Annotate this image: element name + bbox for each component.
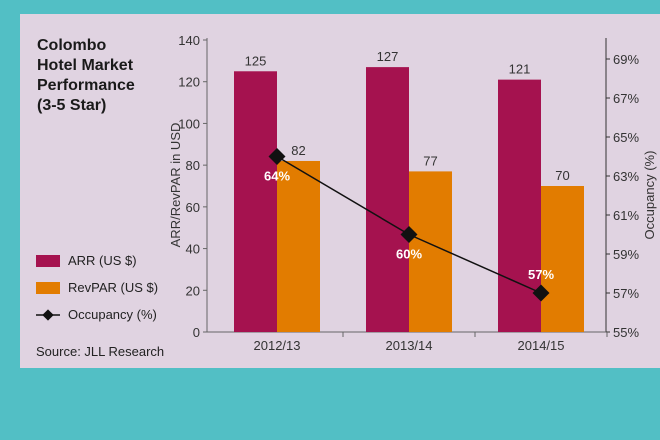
- revpar-swatch: [36, 281, 60, 294]
- y-axis-title: ARR/RevPAR in USD: [168, 123, 183, 248]
- occupancy-marker: [400, 226, 418, 243]
- arr-value-label: 125: [245, 53, 267, 68]
- y2-tick-label: 57%: [613, 286, 639, 301]
- y2-tick-label: 65%: [613, 130, 639, 145]
- y2-tick-label: 55%: [613, 325, 639, 340]
- y2-tick-label: 67%: [613, 91, 639, 106]
- occupancy-marker: [532, 284, 550, 302]
- y2-tick-label: 61%: [613, 208, 639, 223]
- legend-revpar-label: RevPAR (US $): [68, 280, 159, 295]
- occupancy-value-label: 57%: [528, 267, 554, 282]
- arr-value-label: 127: [377, 49, 399, 64]
- y2-tick-label: 59%: [613, 247, 639, 262]
- arr-bar: [234, 71, 277, 333]
- occupancy-value-label: 60%: [396, 247, 422, 262]
- chart-title: Colombo Hotel Market Performance (3-5 St…: [37, 37, 135, 114]
- legend-occupancy: Occupancy (%): [36, 307, 157, 322]
- y-tick-label: 40: [186, 242, 200, 257]
- x-tick-label: 2012/13: [254, 338, 301, 353]
- y-tick-label: 80: [186, 158, 200, 173]
- revpar-bar: [277, 160, 320, 332]
- source-note: Source: JLL Research: [36, 344, 165, 359]
- occupancy-value-label: 64%: [264, 169, 290, 184]
- y2-axis-title: Occupancy (%): [642, 151, 657, 240]
- y-tick-label: 60: [186, 200, 200, 215]
- y-tick-label: 20: [186, 283, 200, 298]
- occupancy-marker: [268, 148, 286, 165]
- y-tick-label: 120: [178, 75, 200, 90]
- arr-swatch: [36, 254, 60, 267]
- occupancy-swatch: [36, 308, 60, 321]
- x-tick-label: 2014/15: [518, 338, 565, 353]
- revpar-value-label: 82: [291, 143, 305, 158]
- legend-arr-label: ARR (US $): [68, 253, 137, 268]
- x-tick-label: 2013/14: [386, 338, 433, 353]
- legend-revpar: RevPAR (US $): [36, 280, 158, 295]
- legend-arr: ARR (US $): [36, 253, 137, 268]
- y-tick-label: 100: [178, 116, 200, 131]
- legend-occupancy-label: Occupancy (%): [68, 307, 157, 322]
- y2-tick-label: 63%: [613, 169, 639, 184]
- y2-tick-label: 69%: [613, 52, 639, 67]
- revpar-value-label: 70: [555, 168, 569, 183]
- revpar-value-label: 77: [423, 153, 437, 168]
- revpar-bar: [541, 186, 584, 332]
- revpar-bar: [409, 171, 452, 332]
- arr-bar: [366, 67, 409, 332]
- y-tick-label: 0: [193, 325, 200, 340]
- y-tick-label: 140: [178, 33, 200, 48]
- arr-value-label: 121: [509, 62, 531, 77]
